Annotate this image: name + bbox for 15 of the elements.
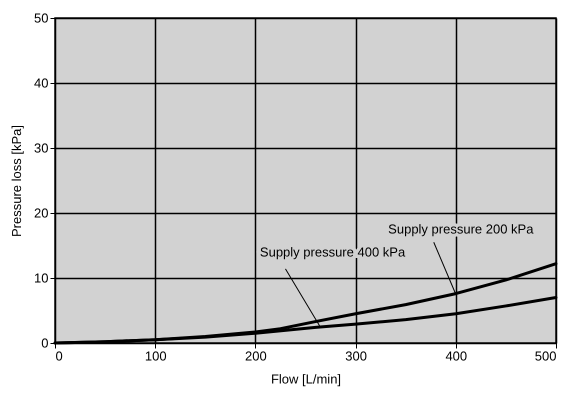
y-tick-label: 40 [34, 76, 48, 90]
y-axis-title: Pressure loss [kPa] [9, 125, 24, 237]
y-tick-label: 0 [41, 336, 48, 350]
annotation: Supply pressure 400 kPa [260, 244, 406, 260]
x-tick-label: 300 [345, 348, 367, 364]
x-tick-label: 500 [534, 348, 556, 364]
y-tick-label: 10 [34, 270, 48, 286]
y-tick-label: 30 [34, 140, 48, 156]
x-tick-label: 100 [144, 348, 167, 364]
y-tick-label: 20 [34, 206, 48, 220]
x-tick-label: 0 [56, 348, 63, 364]
y-tick-label: 50 [34, 10, 48, 26]
x-axis-title: Flow [L/min] [270, 372, 342, 386]
x-tick-label: 400 [445, 348, 468, 364]
x-tick-label: 200 [245, 348, 267, 364]
